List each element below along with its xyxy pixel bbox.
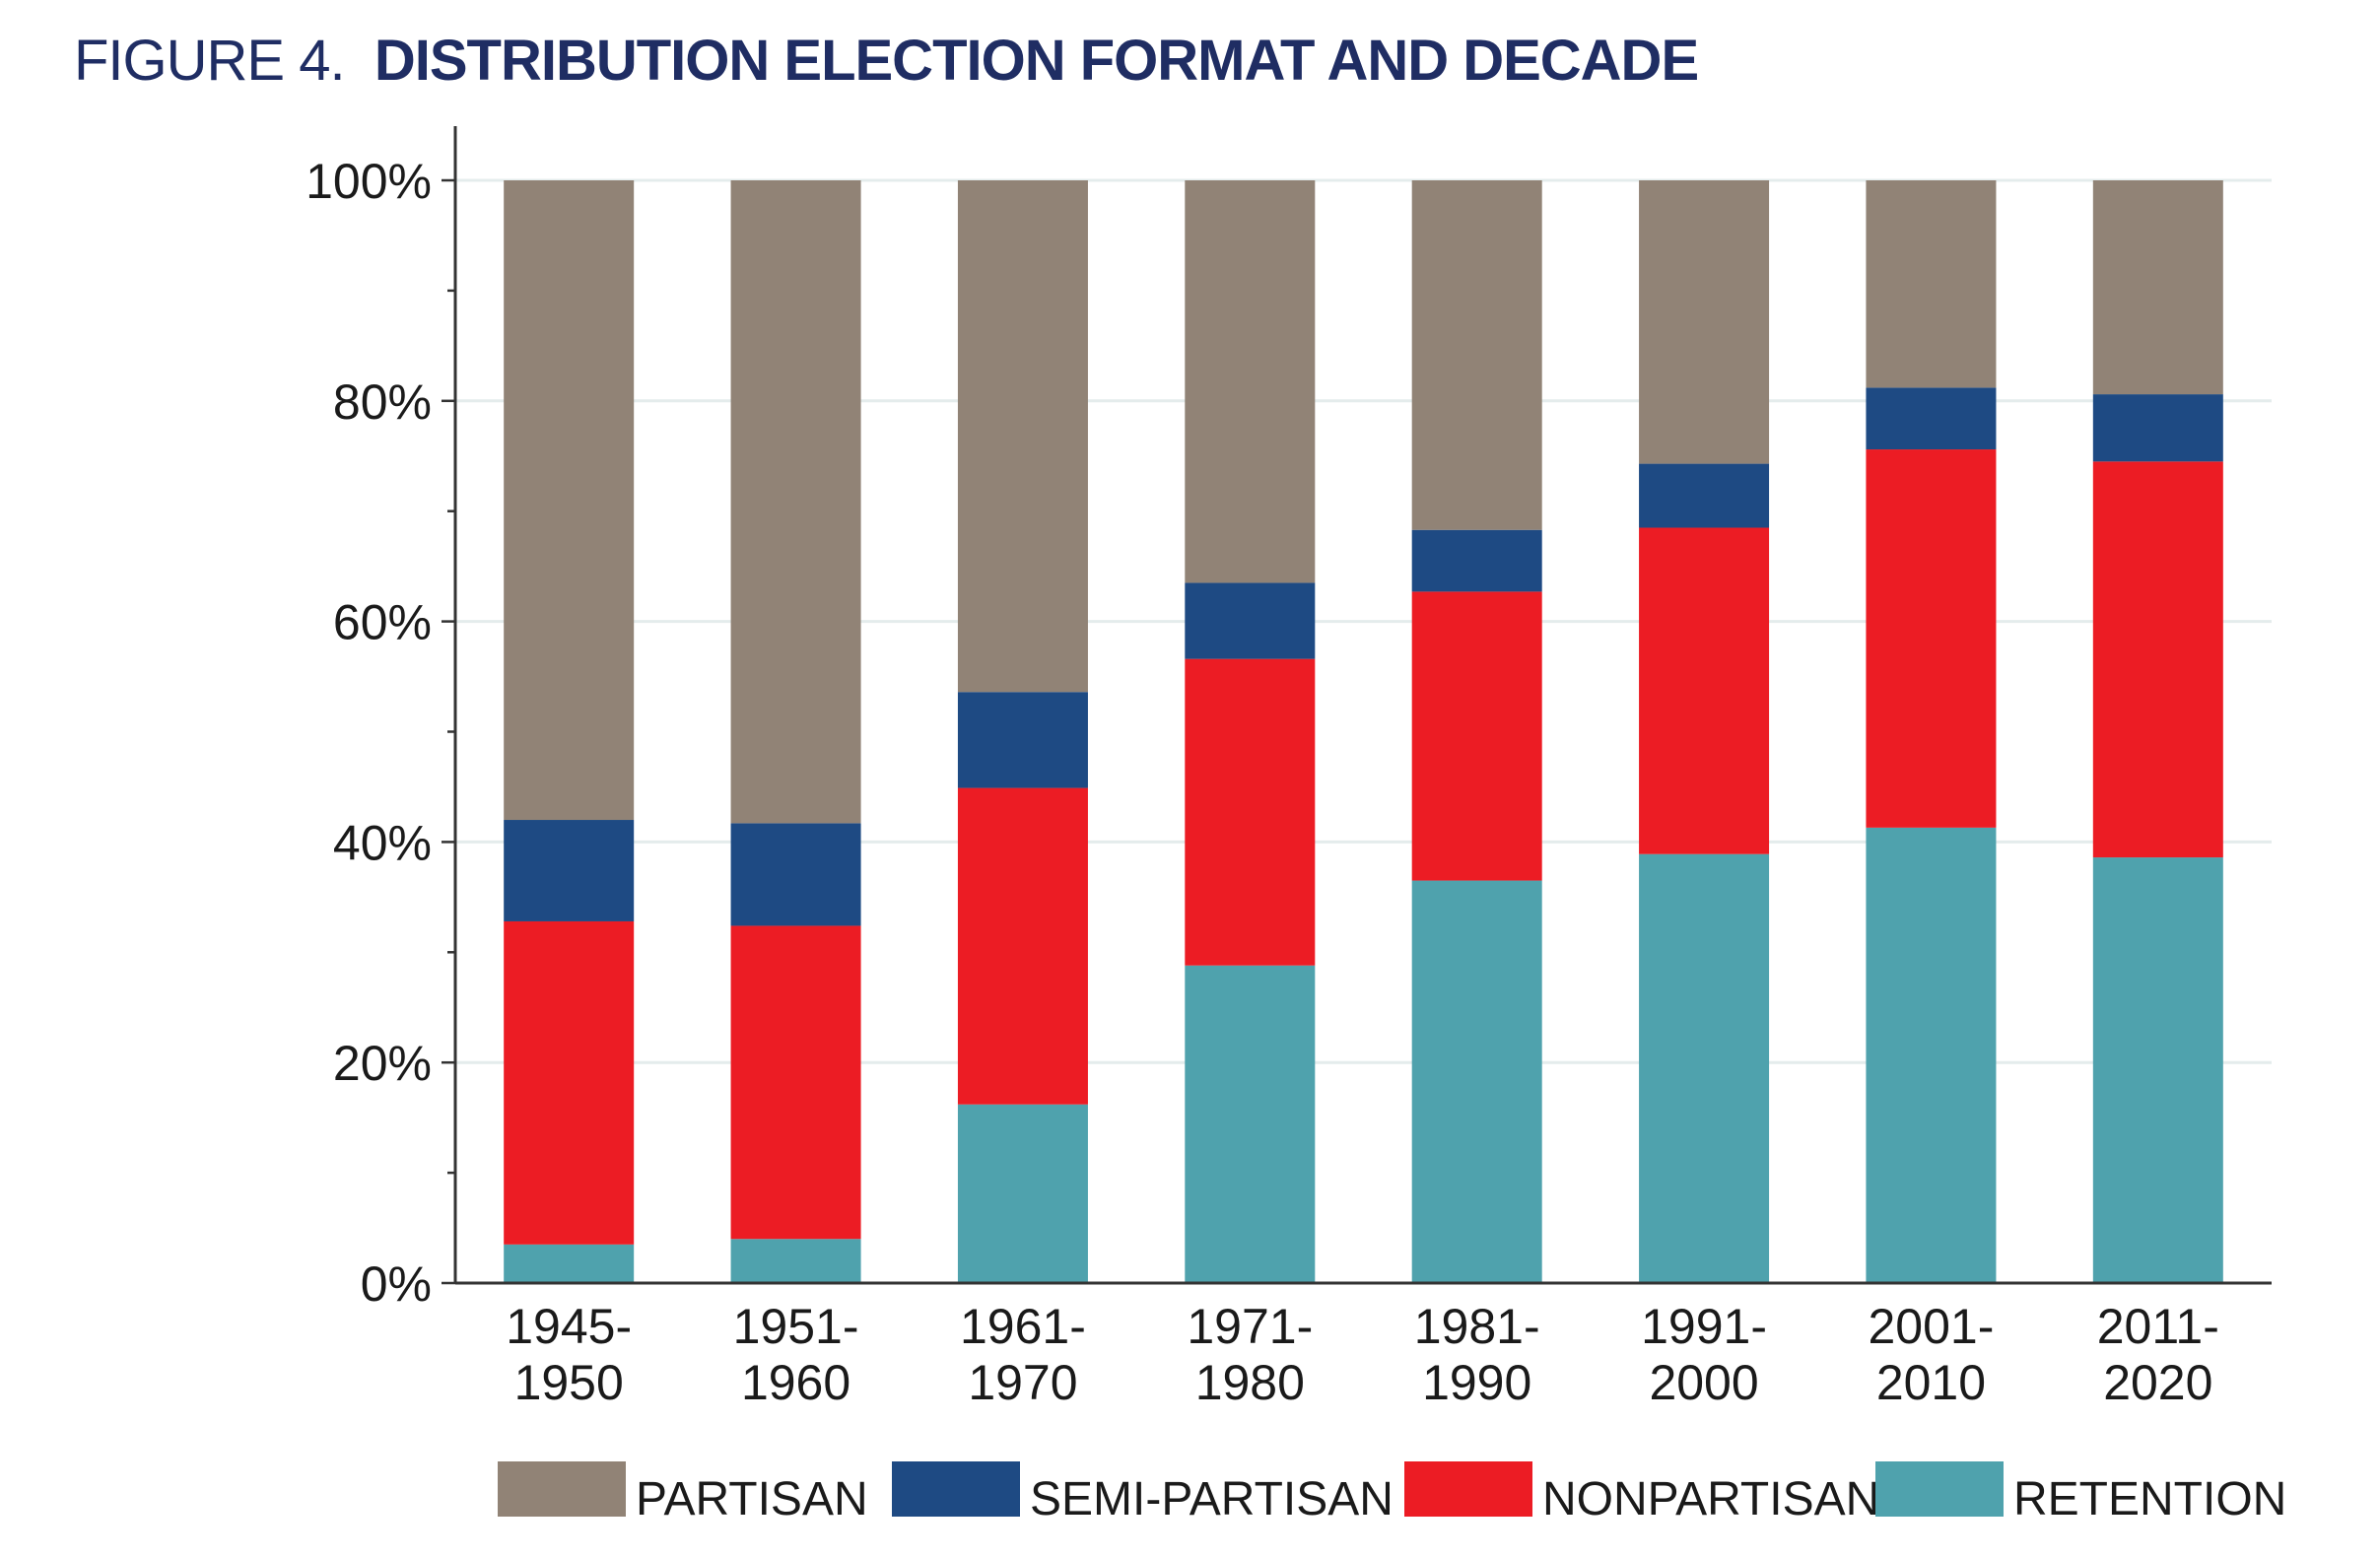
bar-partisan-0	[504, 180, 635, 821]
legend-swatch-partisan	[498, 1461, 626, 1517]
legend-label-partisan: PARTISAN	[636, 1473, 868, 1525]
axes: 0% 20% 40% 60% 80% 100%	[306, 126, 2272, 1312]
legend: PARTISAN SEMI-PARTISAN NONPARTISAN RETENTIO…	[498, 1461, 2286, 1525]
legend-swatch-retention	[1875, 1461, 2004, 1517]
bar-semi-partisan-0	[504, 820, 635, 921]
y-tick-label: 40%	[333, 815, 432, 870]
bar-nonpartisan-1	[730, 925, 861, 1240]
figure-label: FIGURE 4.	[74, 29, 346, 93]
bar-partisan-7	[2092, 180, 2223, 395]
x-tick-label: 2010	[1876, 1355, 1986, 1410]
bar-semi-partisan-1	[730, 823, 861, 926]
bar-partisan-3	[1185, 180, 1316, 583]
x-tick-label: 2020	[2103, 1355, 2212, 1410]
bar-partisan-2	[957, 180, 1088, 693]
x-tick-label: 1990	[1422, 1355, 1531, 1410]
legend-swatch-nonpartisan	[1404, 1461, 1532, 1517]
bar-nonpartisan-5	[1639, 527, 1770, 854]
bar-nonpartisan-6	[1866, 449, 1997, 828]
bar-stacks	[504, 180, 2223, 1283]
x-tick-label: 1951-	[733, 1299, 859, 1354]
x-axis-labels: 1945-1950 1951-1960 1961-1970 1971-1980 1981…	[506, 1299, 2219, 1410]
x-tick-label: 2011-	[2097, 1299, 2219, 1354]
bar-partisan-4	[1411, 180, 1542, 530]
x-tick-label: 1991-	[1641, 1299, 1767, 1354]
bar-retention-2	[957, 1104, 1088, 1283]
bar-nonpartisan-3	[1185, 658, 1316, 966]
bar-retention-5	[1639, 853, 1770, 1283]
x-tick-label: 1961-	[960, 1299, 1086, 1354]
bar-semi-partisan-3	[1185, 582, 1316, 659]
bar-partisan-1	[730, 180, 861, 824]
legend-label-nonpartisan: NONPARTISAN	[1542, 1473, 1879, 1525]
bar-nonpartisan-4	[1411, 591, 1542, 881]
bar-retention-6	[1866, 827, 1997, 1283]
y-tick-label: 60%	[333, 595, 432, 650]
bar-semi-partisan-4	[1411, 529, 1542, 592]
y-tick-label: 80%	[333, 374, 432, 430]
x-tick-label: 2001-	[1868, 1299, 1994, 1354]
x-tick-label: 1960	[741, 1355, 850, 1410]
x-tick-label: 1980	[1195, 1355, 1305, 1410]
bar-retention-0	[504, 1244, 635, 1283]
bar-semi-partisan-2	[957, 692, 1088, 788]
x-tick-label: 2000	[1649, 1355, 1758, 1410]
y-tick-label: 20%	[333, 1036, 432, 1091]
figure-title-text: DISTRIBUTION ELECTION FORMAT AND DECADE	[374, 29, 1699, 93]
bar-semi-partisan-6	[1866, 387, 1997, 450]
x-tick-label: 1970	[968, 1355, 1077, 1410]
x-tick-label: 1945-	[506, 1299, 632, 1354]
bar-retention-4	[1411, 880, 1542, 1283]
bar-retention-3	[1185, 965, 1316, 1283]
bar-retention-7	[2092, 857, 2223, 1283]
legend-swatch-semi-partisan	[892, 1461, 1020, 1517]
legend-label-retention: RETENTION	[2013, 1473, 2286, 1525]
y-tick-label: 0%	[361, 1256, 432, 1312]
x-tick-label: 1971-	[1187, 1299, 1313, 1354]
bar-retention-1	[730, 1239, 861, 1283]
bar-nonpartisan-7	[2092, 461, 2223, 858]
bar-nonpartisan-2	[957, 787, 1088, 1105]
bar-partisan-6	[1866, 180, 1997, 388]
bar-semi-partisan-7	[2092, 394, 2223, 462]
x-tick-label: 1950	[514, 1355, 624, 1410]
grid-lines	[455, 178, 2272, 1064]
bar-semi-partisan-5	[1639, 463, 1770, 528]
x-tick-label: 1981-	[1414, 1299, 1540, 1354]
figure-title: FIGURE 4. DISTRIBUTION ELECTION FORMAT A…	[74, 22, 1699, 101]
bar-nonpartisan-0	[504, 920, 635, 1245]
legend-label-semi-partisan: SEMI-PARTISAN	[1030, 1473, 1394, 1525]
bar-partisan-5	[1639, 180, 1770, 464]
y-tick-label: 100%	[306, 154, 432, 209]
